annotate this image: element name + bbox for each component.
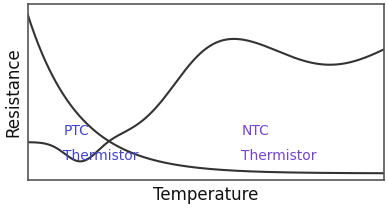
Text: PTC: PTC	[63, 124, 89, 138]
Text: NTC: NTC	[241, 124, 269, 138]
Text: Thermistor: Thermistor	[241, 149, 317, 163]
Y-axis label: Resistance: Resistance	[4, 47, 22, 137]
X-axis label: Temperature: Temperature	[153, 186, 258, 204]
Text: Thermistor: Thermistor	[63, 149, 139, 163]
